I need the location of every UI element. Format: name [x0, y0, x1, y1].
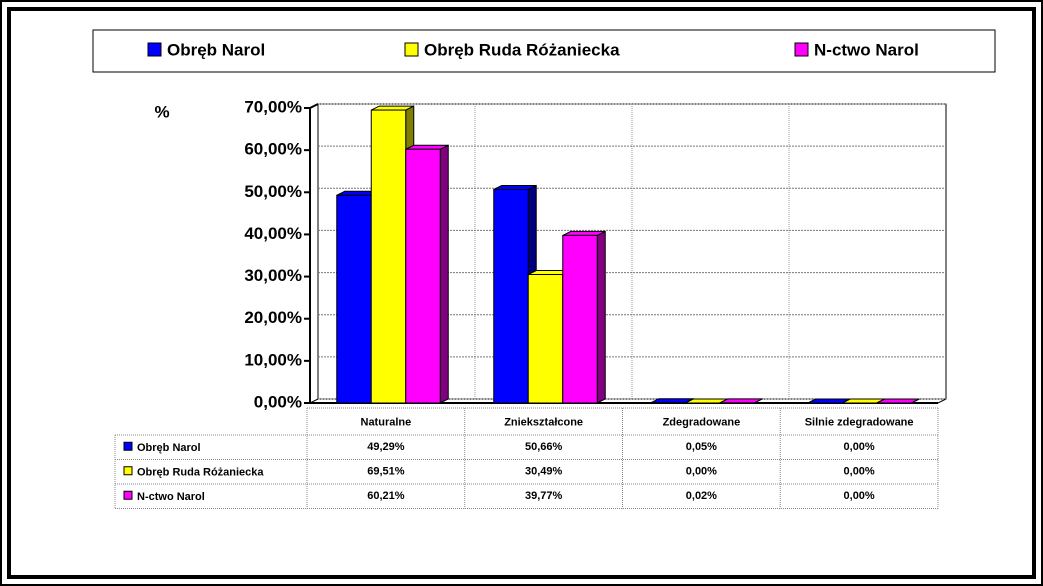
bar-front — [405, 148, 441, 404]
bar — [876, 398, 920, 404]
legend-label: Obręb Narol — [167, 40, 265, 59]
table-value: 60,21% — [367, 490, 405, 502]
table-value: 0,00% — [844, 441, 875, 453]
x-tick-label: Zniekształcone — [504, 416, 583, 428]
y-tick-label: 0,00% — [254, 392, 302, 411]
bar-front — [562, 234, 598, 404]
table-value: 49,29% — [367, 441, 405, 453]
table-value: 0,00% — [844, 490, 875, 502]
table-value: 69,51% — [367, 466, 405, 478]
bar-front — [336, 194, 372, 404]
y-axis-label: % — [154, 102, 169, 121]
legend-swatch — [794, 42, 809, 57]
y-tick-label: 30,00% — [244, 266, 302, 285]
bar — [405, 144, 449, 404]
y-tick-label: 60,00% — [244, 140, 302, 159]
table-legend-key — [123, 490, 133, 500]
bar-top — [562, 230, 606, 236]
y-axis — [309, 103, 319, 403]
bar-side — [596, 230, 606, 404]
table-row-label: Obręb Ruda Różaniecka — [137, 467, 264, 479]
table-value: 39,77% — [525, 490, 563, 502]
bar — [719, 398, 763, 404]
table-value: 50,66% — [525, 441, 563, 453]
table-value: 0,00% — [686, 466, 717, 478]
table-legend-key — [123, 441, 133, 451]
legend-box — [92, 29, 996, 73]
table-value: 0,05% — [686, 441, 717, 453]
bar-front — [493, 189, 529, 404]
bar-top — [493, 185, 537, 191]
y-tick-label: 20,00% — [244, 308, 302, 327]
bar — [562, 230, 606, 404]
x-tick-label: Naturalne — [361, 416, 412, 428]
bar-top — [405, 144, 449, 150]
bar-top — [876, 398, 920, 404]
legend-label: N-ctwo Narol — [814, 40, 919, 59]
bar-top — [719, 398, 763, 404]
table-row-label: N-ctwo Narol — [137, 491, 205, 503]
table-value: 30,49% — [525, 466, 563, 478]
table-row-label: Obręb Narol — [137, 442, 201, 454]
table-value: 0,00% — [844, 466, 875, 478]
legend-label: Obręb Ruda Różaniecka — [424, 40, 620, 59]
bar-front — [370, 109, 407, 404]
table-legend-key — [123, 466, 133, 476]
y-tick-label: 10,00% — [244, 350, 302, 369]
legend-swatch — [147, 42, 162, 57]
x-tick-label: Silnie zdegradowane — [805, 416, 914, 428]
y-tick-label: 70,00% — [244, 97, 302, 116]
table-value: 0,02% — [686, 490, 717, 502]
x-tick-label: Zdegradowane — [663, 416, 741, 428]
y-tick-label: 40,00% — [244, 224, 302, 243]
bar-top — [371, 105, 414, 111]
legend-swatch — [404, 42, 419, 57]
bar-side — [439, 144, 449, 404]
bar-front — [527, 274, 564, 404]
y-tick-label: 50,00% — [244, 182, 302, 201]
